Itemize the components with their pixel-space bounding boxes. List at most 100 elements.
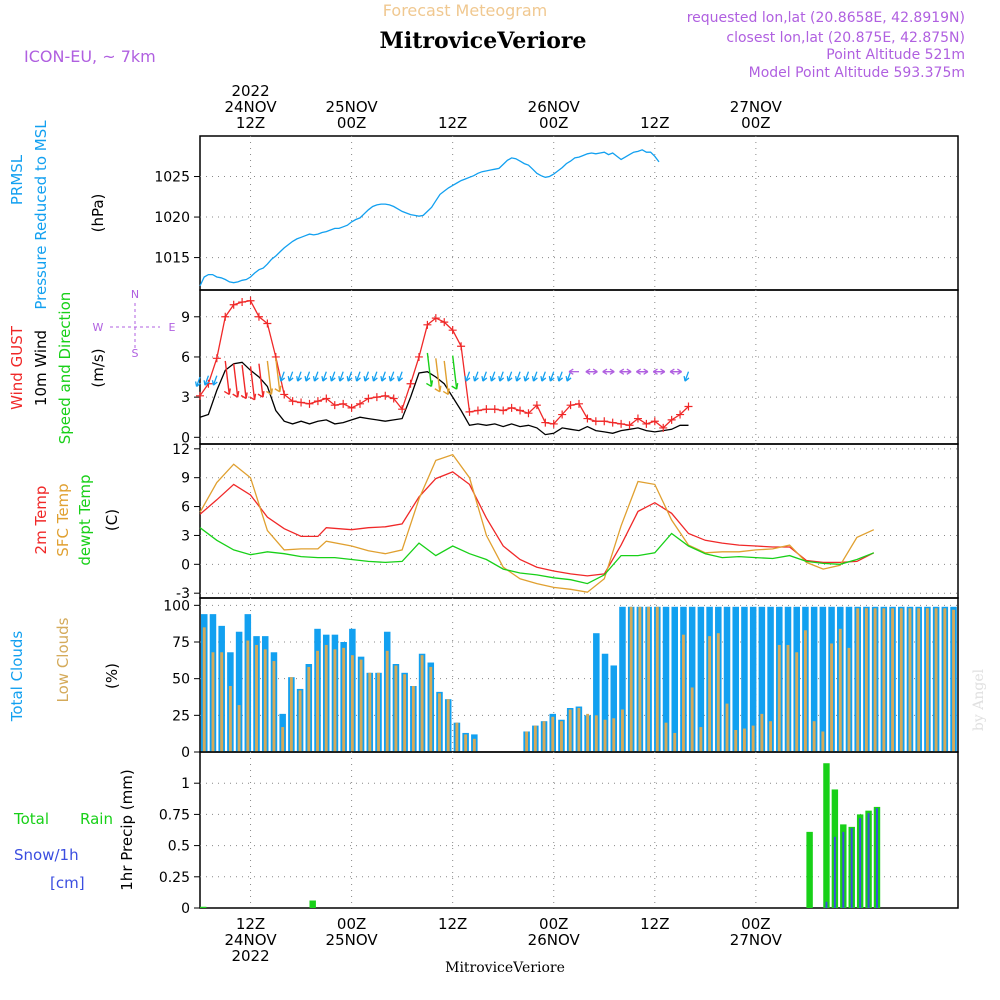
gust-marker [389,394,398,403]
low-cloud-bar [891,608,894,752]
y-tick-label: 12 [172,442,190,458]
low-cloud-bar [952,609,955,752]
wind-arrow-head [557,376,564,382]
gust-marker [676,410,685,419]
requested-coords: requested lon,lat (20.8658E, 42.8919N) [687,10,965,26]
gust-marker [532,401,541,410]
low-cloud-bar [812,721,816,752]
rain-bar [823,763,830,908]
low-cloud-bar [821,731,825,752]
panel-title: Low Clouds [54,617,72,702]
y-tick-label: 75 [172,635,190,651]
low-cloud-bar [403,674,407,752]
gust-marker [297,398,306,407]
low-cloud-bar [803,630,807,752]
low-cloud-bar [324,644,328,752]
wind-arrow [364,371,370,382]
gust-marker [490,405,499,414]
low-cloud-bar [542,721,546,752]
low-cloud-bar [664,722,668,752]
wind-arrow-head [464,376,471,382]
wind-arrow-strong [249,366,256,400]
y-tick-label: 3 [181,390,190,406]
wind-arrow-head [388,376,395,382]
panel-title: dewpt Temp [76,474,94,565]
wind-arrow-head [194,381,201,387]
total-cloud-bar [235,631,243,752]
low-cloud-bar [943,608,947,752]
y-tick-label: 0 [181,745,190,761]
total-cloud-bar [767,606,774,752]
low-cloud-bar [211,652,215,752]
time-label-top: 25NOV [326,98,379,116]
wind-arrow [297,371,302,382]
y-tick-label: 0 [181,557,190,573]
low-cloud-bar [438,693,441,752]
y-tick-label: 1025 [154,170,190,186]
low-cloud-bar [586,713,590,752]
time-label-top: 12Z [236,114,265,132]
wind-arrow-strong [232,363,239,398]
low-cloud-bar [377,672,380,752]
wind-arrow-head [329,376,336,382]
gust-marker [212,354,221,363]
panel-unit: (C) [103,509,121,531]
snow-bar [850,828,853,908]
wind-arrow-head [683,376,690,382]
y-tick-label: 6 [181,350,190,366]
panel-title: Speed and Direction [56,292,74,445]
wind-arrow-head [481,376,488,382]
wind-arrow-head [523,376,530,382]
wind-arrow-head [602,368,608,375]
wind-arrow-head [355,376,361,382]
gust-marker [280,390,289,399]
time-label-bottom: 00Z [741,915,770,933]
time-label-top: 00Z [741,114,770,132]
wind-arrow-strong-head [434,385,442,393]
wind-arrow [398,371,403,382]
total-cloud-bar [749,606,757,752]
low-cloud-bar [734,730,738,752]
low-cloud-bar [472,738,476,752]
panel-unit: (m/s) [89,348,107,387]
wind-arrow-head [677,368,682,375]
total-cloud-bar [662,606,670,752]
low-cloud-bar [725,703,729,752]
low-cloud-bar [864,608,868,752]
gust-marker [566,401,575,410]
low-cloud-bar [786,644,790,752]
wind-arrow [330,371,336,382]
gust-marker [457,342,466,351]
temp-line-red [199,471,875,577]
gust-marker [650,417,659,426]
wind-arrow-head [380,376,387,382]
low-cloud-bar [673,732,677,752]
wind-arrow [507,371,513,382]
wind-arrow-strong-head [426,380,434,388]
wind-arrow-head [626,368,632,375]
snow-bar [876,808,878,908]
y-tick-label: 1015 [154,251,190,267]
gust-marker [549,419,558,428]
low-cloud-bar [237,705,241,752]
gust-marker [600,417,609,426]
y-tick-label: 1 [181,776,190,792]
wind-arrow-strong [426,352,433,387]
wind-arrow [524,371,530,382]
y-tick-label: 1020 [154,210,190,226]
closest-coords: closest lon,lat (20.875E, 42.875N) [726,30,965,46]
station-title: MitroviceVeriore [380,28,587,54]
low-cloud-bar [760,713,764,752]
low-cloud-bar [917,608,921,752]
time-label-top: 00Z [539,114,568,132]
y-tick-label: -3 [176,586,190,602]
time-label-bottom: 00Z [337,915,366,933]
wind-arrow [204,375,210,386]
time-label-bottom: 00Z [539,915,568,933]
wind-arrow [288,371,294,382]
wind-arrow-head [279,376,286,382]
wind-arrow-strong-head [232,391,240,398]
wind-arrow [499,371,504,382]
wind-arrow [532,371,538,382]
